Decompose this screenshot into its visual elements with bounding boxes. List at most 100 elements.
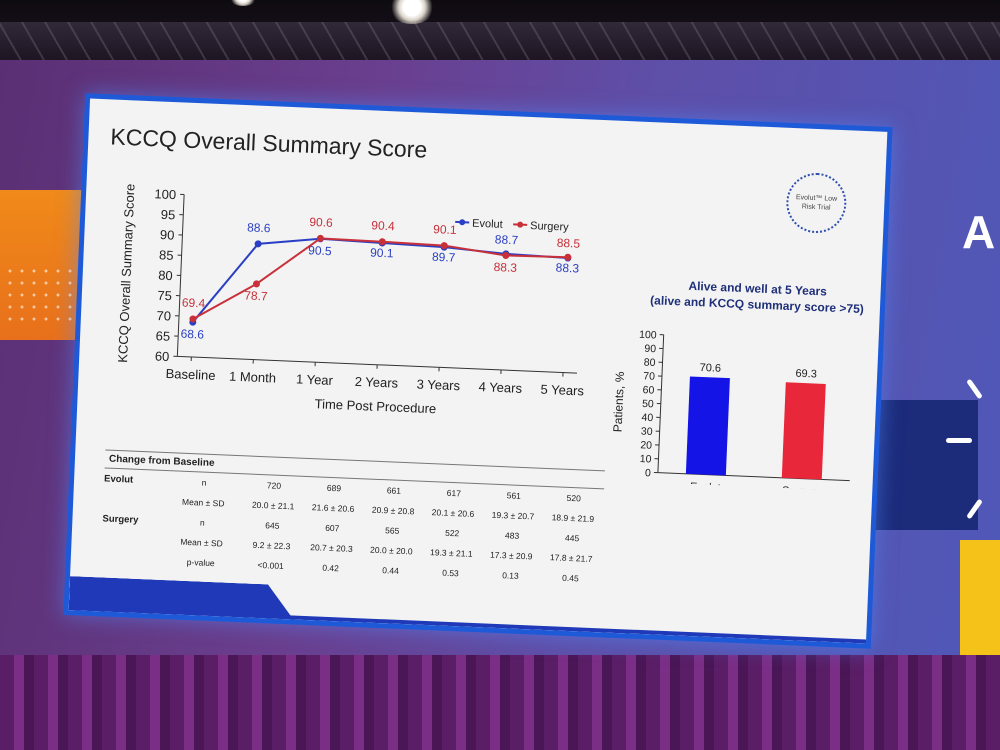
- legend-marker: [517, 221, 524, 228]
- table-cell: 20.0 ± 20.0: [369, 544, 413, 557]
- y-tick-label: 85: [159, 247, 174, 263]
- bar-y-tick-label: 0: [645, 467, 651, 479]
- backdrop-letter: A: [962, 206, 996, 258]
- table-group-label: [102, 538, 162, 541]
- y-tick-label: 75: [157, 288, 172, 304]
- bar-y-tick-label: 10: [640, 453, 652, 465]
- bar-y-tick-label: 40: [641, 412, 653, 424]
- bar-y-tick-label: 60: [642, 384, 654, 396]
- surgery-point: [502, 251, 510, 259]
- table-cell: 565: [384, 525, 400, 536]
- legend-label: Surgery: [530, 220, 569, 234]
- table-cell: 17.8 ± 21.7: [549, 552, 593, 564]
- legend-label: Evolut: [472, 218, 503, 231]
- evolut-data-label: 90.1: [370, 245, 394, 260]
- evolut-data-label: 89.7: [432, 250, 456, 265]
- surgery-data-label: 90.4: [371, 218, 395, 233]
- y-tick-label: 65: [155, 328, 170, 344]
- yellow-graphic-block: [960, 540, 1000, 670]
- table-cell: 645: [265, 520, 280, 531]
- evolut-point: [254, 240, 262, 248]
- surgery-data-label: 88.3: [493, 260, 517, 275]
- table-cell: 689: [326, 482, 342, 494]
- kccq-line-chart: 60 65 70 75 80 85 90 95 100 Baseline 1 Month 1 Year…: [115, 183, 585, 416]
- table-cell: 20.7 ± 20.3: [310, 542, 353, 554]
- table-cell: 9.2 ± 22.3: [252, 539, 291, 552]
- evolut-data-label: 68.6: [180, 327, 204, 342]
- x-tick-label: 1 Month: [229, 369, 277, 386]
- evolut-data-label: 88.6: [247, 220, 271, 235]
- x-tick-label: 5 Years: [540, 382, 584, 399]
- table-cell: 17.3 ± 20.9: [489, 549, 533, 562]
- sunburst-ray: [946, 438, 972, 443]
- y-tick-label: 80: [158, 268, 173, 284]
- table-cell: 483: [504, 530, 520, 541]
- table-cell: 617: [446, 487, 462, 499]
- table-group-label: [103, 498, 163, 501]
- table-cell: 20.1 ± 20.6: [431, 507, 475, 519]
- table-row-label: n: [201, 477, 207, 488]
- y-tick-label: 95: [160, 207, 175, 223]
- surgery-data-label: 90.6: [309, 215, 333, 230]
- table-cell: 0.44: [382, 565, 400, 576]
- y-tick-label: 70: [156, 308, 171, 324]
- surgery-data-label: 88.5: [556, 236, 580, 251]
- slide: KCCQ Overall Summary Score Evolut™ Low R…: [68, 98, 888, 644]
- table-cell: 520: [566, 492, 582, 504]
- evolut-data-label: 88.7: [495, 232, 519, 247]
- surgery-bar: [781, 382, 826, 480]
- slide-title: KCCQ Overall Summary Score: [109, 123, 428, 163]
- surgery-point: [564, 253, 572, 261]
- surgery-bar-label: 69.3: [795, 368, 817, 381]
- evolut-bar-label: 70.6: [699, 362, 721, 375]
- bar-category-label: Surgery: [782, 485, 821, 491]
- trial-logo-text: Evolut™ Low Risk Trial: [795, 194, 838, 212]
- table-cell: <0.001: [257, 559, 284, 572]
- table-cell: 522: [444, 527, 460, 539]
- legend-marker: [459, 219, 466, 226]
- bar-chart-subtitle: (alive and KCCQ summary score >75): [650, 293, 864, 316]
- table-cell: 0.42: [322, 562, 340, 574]
- table-group-label: Surgery: [102, 512, 139, 526]
- table-cell: 19.3 ± 20.7: [491, 509, 535, 522]
- dot-pattern: [4, 265, 76, 325]
- table-row-label: Mean ± SD: [180, 536, 223, 549]
- x-tick-label: 4 Years: [478, 379, 522, 396]
- bar-y-axis-title: Patients, %: [611, 371, 628, 433]
- surgery-point: [316, 234, 324, 242]
- surgery-data-label: 78.7: [244, 288, 268, 303]
- table-cell: 18.9 ± 21.9: [551, 512, 595, 524]
- table-cell: 20.0 ± 21.1: [251, 499, 295, 512]
- table-cell: 20.9 ± 20.8: [371, 504, 415, 517]
- table-cell: 661: [386, 485, 402, 496]
- projection-screen: KCCQ Overall Summary Score Evolut™ Low R…: [63, 93, 893, 649]
- lighting-truss: [0, 22, 1000, 62]
- bar-y-tick-label: 50: [642, 398, 654, 410]
- stage-curtain: [0, 655, 1000, 750]
- y-axis-title: KCCQ Overall Summary Score: [115, 183, 137, 363]
- table-cell: 561: [506, 490, 522, 501]
- x-tick-label: 3 Years: [416, 376, 460, 393]
- table-cell: 607: [324, 522, 340, 534]
- x-tick-label: 1 Year: [296, 371, 334, 388]
- surgery-point: [252, 280, 260, 288]
- y-tick-label: 60: [155, 348, 170, 364]
- table-row-label: Mean ± SD: [181, 496, 225, 509]
- bar-y-tick-label: 90: [644, 343, 656, 355]
- table-row-label: p-value: [186, 556, 215, 569]
- surgery-data-label: 69.4: [182, 295, 206, 310]
- y-tick-label: 90: [160, 227, 175, 243]
- table-cell: 445: [564, 532, 580, 544]
- surgery-data-label: 90.1: [433, 222, 457, 237]
- surgery-point: [189, 315, 197, 323]
- table-cell: 0.53: [442, 567, 459, 579]
- bar-category-label: Evolut: [690, 481, 721, 491]
- y-tick-label: 100: [154, 186, 176, 202]
- evolut-data-label: 90.5: [308, 243, 332, 258]
- change-from-baseline-table: Change from Baseline Evolut n 720 689 661 617…: [100, 449, 605, 589]
- x-tick-label: 2 Years: [354, 374, 398, 391]
- table-cell: 0.45: [561, 572, 579, 584]
- bar-y-tick-label: 70: [643, 370, 655, 382]
- table-body: Evolut n 720 689 661 617 561 520 Mean ± SD 20.0 ±…: [100, 468, 604, 589]
- table-cell: 21.6 ± 20.6: [311, 502, 355, 514]
